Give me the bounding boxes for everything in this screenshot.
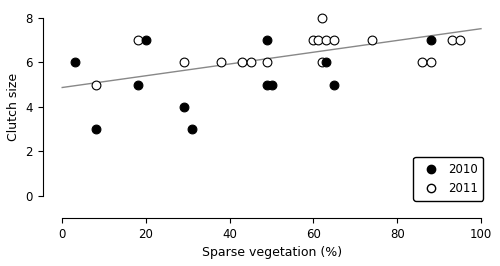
Point: [318, 16, 326, 20]
Point: [264, 82, 272, 87]
Point: [322, 38, 330, 42]
Point: [330, 82, 338, 87]
Point: [218, 60, 226, 65]
Point: [268, 82, 276, 87]
Point: [180, 105, 188, 109]
Point: [318, 60, 326, 65]
Point: [264, 38, 272, 42]
Y-axis label: Clutch size: Clutch size: [7, 73, 20, 141]
X-axis label: Sparse vegetation (%): Sparse vegetation (%): [202, 246, 342, 259]
Point: [134, 82, 141, 87]
Point: [71, 60, 79, 65]
Point: [322, 60, 330, 65]
Point: [368, 38, 376, 42]
Point: [427, 60, 435, 65]
Point: [456, 38, 464, 42]
Legend: 2010, 2011: 2010, 2011: [414, 157, 484, 201]
Point: [134, 38, 141, 42]
Point: [92, 127, 100, 131]
Point: [448, 38, 456, 42]
Point: [238, 60, 246, 65]
Point: [142, 38, 150, 42]
Point: [314, 38, 322, 42]
Point: [92, 82, 100, 87]
Point: [246, 60, 254, 65]
Point: [418, 60, 426, 65]
Point: [180, 60, 188, 65]
Point: [330, 38, 338, 42]
Point: [188, 127, 196, 131]
Point: [427, 38, 435, 42]
Point: [264, 60, 272, 65]
Point: [310, 38, 318, 42]
